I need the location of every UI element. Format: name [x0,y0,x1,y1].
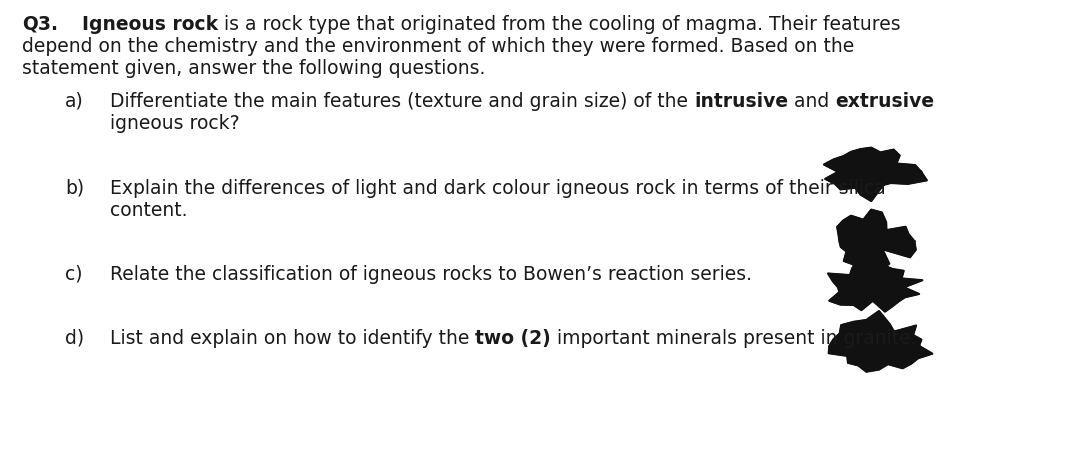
Text: and: and [788,92,835,111]
Text: is a rock type that originated from the cooling of magma. Their features: is a rock type that originated from the … [218,15,901,34]
Text: depend on the chemistry and the environment of which they were formed. Based on : depend on the chemistry and the environm… [22,37,854,56]
Text: Q3.: Q3. [22,15,58,34]
Text: List and explain on how to identify the: List and explain on how to identify the [110,328,475,347]
Text: two (2): two (2) [475,328,551,347]
Polygon shape [824,148,927,202]
Text: important minerals present in granite.: important minerals present in granite. [551,328,917,347]
Polygon shape [837,210,916,275]
Polygon shape [828,261,922,312]
Text: c): c) [65,264,82,283]
Text: content.: content. [110,201,188,220]
Text: extrusive: extrusive [835,92,934,111]
Text: d): d) [65,328,84,347]
Text: Relate the classification of igneous rocks to Bowen’s reaction series.: Relate the classification of igneous roc… [110,264,752,283]
Text: Differentiate the main features (texture and grain size) of the: Differentiate the main features (texture… [110,92,694,111]
Text: igneous rock?: igneous rock? [110,114,240,133]
Text: Igneous rock: Igneous rock [82,15,218,34]
Text: b): b) [65,179,84,198]
Text: Explain the differences of light and dark colour igneous rock in terms of their : Explain the differences of light and dar… [110,179,886,198]
Text: statement given, answer the following questions.: statement given, answer the following qu… [22,59,485,78]
Text: intrusive: intrusive [694,92,788,111]
Polygon shape [828,311,932,372]
Text: a): a) [65,92,84,111]
